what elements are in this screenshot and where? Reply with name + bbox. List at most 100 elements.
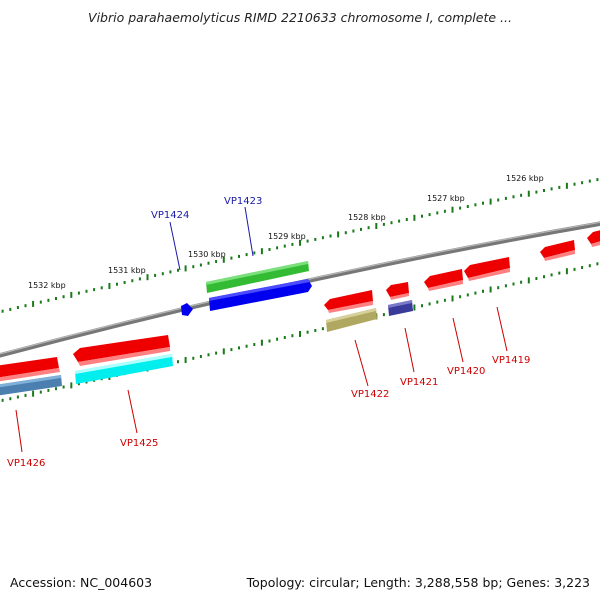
scale-minor-tick <box>581 181 584 185</box>
scale-minor-tick <box>344 231 347 235</box>
scale-minor-tick <box>329 234 332 238</box>
scale-minor-tick <box>474 291 477 295</box>
scale-minor-tick <box>199 263 202 267</box>
scale-minor-tick <box>421 214 423 218</box>
gene-vp1419[interactable] <box>464 257 510 281</box>
scale-major-tick <box>299 239 301 246</box>
scale-minor-tick <box>459 206 462 210</box>
scale-minor-tick <box>253 251 256 255</box>
scale-minor-tick <box>306 239 309 243</box>
scale-minor-tick <box>177 360 179 364</box>
scale-minor-tick <box>85 289 88 293</box>
scale-minor-tick <box>581 266 584 269</box>
scale-minor-tick <box>535 190 538 194</box>
scale-minor-tick <box>520 280 523 284</box>
scale-minor-tick <box>16 306 19 309</box>
gene-vp1425[interactable] <box>73 335 173 384</box>
scale-minor-tick <box>62 385 65 389</box>
scale-minor-tick <box>283 244 286 248</box>
scale-minor-tick <box>55 387 57 391</box>
scale-minor-tick <box>482 201 484 205</box>
gene-label-vp1422[interactable]: VP1422 <box>351 389 389 400</box>
scale-minor-tick <box>466 205 469 208</box>
scale-major-tick <box>32 300 35 307</box>
kbp-label-1531: 1531 kbp <box>108 266 146 275</box>
scale-minor-tick <box>39 300 42 304</box>
scale-major-tick <box>413 214 416 221</box>
scale-minor-tick <box>245 344 248 348</box>
scale-minor-tick <box>24 304 27 308</box>
gene-label-vp1424[interactable]: VP1424 <box>151 210 189 221</box>
gene-vp1421[interactable] <box>386 282 413 316</box>
gene-vp1424[interactable] <box>181 303 193 316</box>
scale-minor-tick <box>283 336 286 339</box>
scale-minor-tick <box>573 182 576 186</box>
scale-minor-tick <box>588 264 591 268</box>
scale-major-tick <box>184 357 187 363</box>
scale-minor-tick <box>535 277 538 280</box>
scale-minor-tick <box>390 221 393 225</box>
topology-summary: Topology: circular; Length: 3,288,558 bp… <box>246 575 590 590</box>
scale-major-tick <box>222 348 225 355</box>
scale-minor-tick <box>161 272 164 276</box>
scale-minor-tick <box>443 209 446 213</box>
gene-unlabeled-1[interactable] <box>540 240 575 261</box>
scale-minor-tick <box>9 307 12 311</box>
scale-minor-tick <box>405 218 408 221</box>
scale-major-tick <box>32 390 35 397</box>
scale-minor-tick <box>314 237 317 241</box>
scale-major-tick <box>451 295 454 302</box>
gene-vp1423[interactable] <box>206 261 312 311</box>
gene-label-vp1425[interactable]: VP1425 <box>120 438 158 449</box>
gene-label-vp1423[interactable]: VP1423 <box>224 196 262 207</box>
scale-minor-tick <box>497 286 500 290</box>
scale-minor-tick <box>360 227 362 231</box>
gene-label-vp1419[interactable]: VP1419 <box>492 355 530 366</box>
scale-minor-tick <box>276 246 279 250</box>
scale-minor-tick <box>47 388 50 392</box>
scale-minor-tick <box>482 289 484 293</box>
kbp-label-1532: 1532 kbp <box>28 281 66 290</box>
gene-label-vp1420[interactable]: VP1420 <box>447 366 485 377</box>
scale-minor-tick <box>504 284 507 288</box>
gene-vp1420[interactable] <box>424 269 463 291</box>
scale-minor-tick <box>230 348 233 352</box>
scale-minor-tick <box>321 327 324 331</box>
scale-minor-tick <box>9 397 12 401</box>
scale-minor-tick <box>1 309 4 313</box>
scale-minor-tick <box>138 277 141 281</box>
scale-minor-tick <box>215 351 218 355</box>
scale-minor-tick <box>588 179 591 183</box>
scale-major-tick <box>527 277 530 284</box>
scale-minor-tick <box>543 189 545 192</box>
gene-label-vp1421[interactable]: VP1421 <box>400 377 438 388</box>
scale-minor-tick <box>596 178 599 182</box>
scale-minor-tick <box>352 229 355 233</box>
gene-unlabeled-2[interactable] <box>587 229 600 247</box>
scale-minor-tick <box>436 211 439 215</box>
scale-minor-tick <box>520 193 523 197</box>
scale-major-tick <box>260 248 263 255</box>
scale-minor-tick <box>192 356 195 360</box>
scale-major-tick <box>146 274 149 281</box>
scale-minor-tick <box>497 198 500 202</box>
scale-minor-tick <box>55 297 57 300</box>
scale-minor-tick <box>550 273 553 277</box>
scale-minor-tick <box>24 393 27 397</box>
scale-minor-tick <box>398 219 401 223</box>
gene-vp1422[interactable] <box>324 290 377 332</box>
scale-major-tick <box>260 339 263 346</box>
gene-label-vp1426[interactable]: VP1426 <box>7 458 45 469</box>
scale-major-tick <box>413 304 416 311</box>
scale-minor-tick <box>382 313 385 317</box>
scale-minor-tick <box>436 300 439 304</box>
gene-vp1426[interactable] <box>0 357 62 396</box>
scale-minor-tick <box>596 262 599 266</box>
scale-minor-tick <box>238 254 240 258</box>
scale-minor-tick <box>47 298 50 302</box>
scale-major-tick <box>565 268 568 275</box>
scale-minor-tick <box>123 281 126 284</box>
scale-minor-tick <box>421 304 423 308</box>
